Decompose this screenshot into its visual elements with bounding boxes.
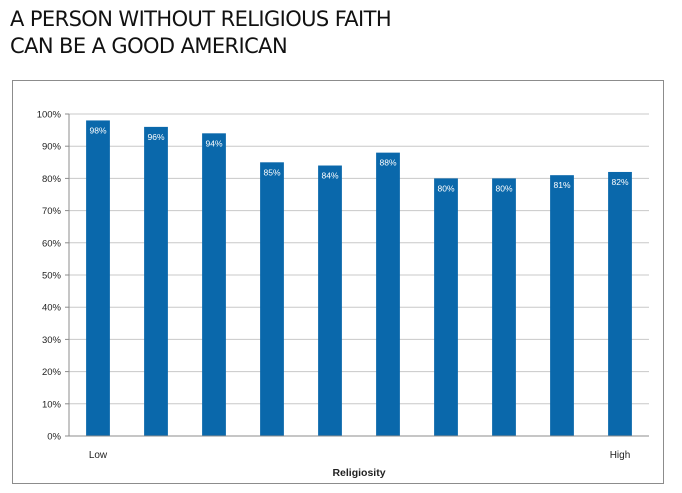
- y-tick-label: 10%: [42, 399, 62, 410]
- bar-data-label: 84%: [321, 171, 338, 181]
- y-tick-label: 90%: [42, 142, 62, 153]
- bar-data-label: 80%: [437, 183, 454, 193]
- y-tick-label: 100%: [37, 110, 62, 121]
- bar: [318, 165, 342, 436]
- bar-data-label: 96%: [147, 132, 164, 142]
- y-tick-label: 70%: [42, 206, 62, 217]
- bar: [260, 162, 284, 437]
- chart-title: A PERSON WITHOUT RELIGIOUS FAITH CAN BE …: [10, 6, 610, 60]
- bar-chart: 0% 10% 20% 30% 40% 50% 60% 70% 80% 90% 100% 98% Low 9…: [37, 110, 649, 480]
- y-tick-label: 30%: [42, 335, 62, 346]
- y-tick-label: 50%: [42, 271, 62, 282]
- y-tick-label: 0%: [47, 432, 61, 443]
- y-tick-label: 20%: [42, 367, 62, 378]
- chart-title-line-2: CAN BE A GOOD AMERICAN: [10, 34, 288, 58]
- bar: [376, 152, 400, 436]
- bar-data-label: 80%: [495, 183, 512, 193]
- bars: [86, 120, 632, 437]
- bar-data-label: 82%: [611, 177, 628, 187]
- bar-data-label: 81%: [553, 180, 570, 190]
- bar: [86, 120, 110, 436]
- x-tick-label: Low: [89, 450, 108, 461]
- chart-title-line-1: A PERSON WITHOUT RELIGIOUS FAITH: [10, 7, 392, 31]
- bar-data-label: 94%: [205, 138, 222, 148]
- x-tick-label: High: [610, 450, 631, 461]
- x-axis-title: Religiosity: [332, 467, 385, 479]
- bar: [202, 133, 226, 436]
- bar-data-label: 98%: [89, 125, 106, 135]
- bar: [608, 171, 632, 436]
- chart-frame: 0% 10% 20% 30% 40% 50% 60% 70% 80% 90% 100% 98% Low 9…: [12, 80, 664, 484]
- y-tick-label: 60%: [42, 238, 62, 249]
- y-tick-label: 80%: [42, 174, 62, 185]
- bar: [434, 178, 458, 436]
- bar: [144, 126, 168, 436]
- bar-data-label: 88%: [379, 158, 396, 168]
- bar: [492, 178, 516, 436]
- bar: [550, 175, 574, 436]
- y-tick-label: 40%: [42, 303, 62, 314]
- axes: [65, 113, 649, 437]
- bar-data-label: 85%: [263, 167, 280, 177]
- labels: 0% 10% 20% 30% 40% 50% 60% 70% 80% 90% 100% 98% Low 9…: [37, 110, 631, 480]
